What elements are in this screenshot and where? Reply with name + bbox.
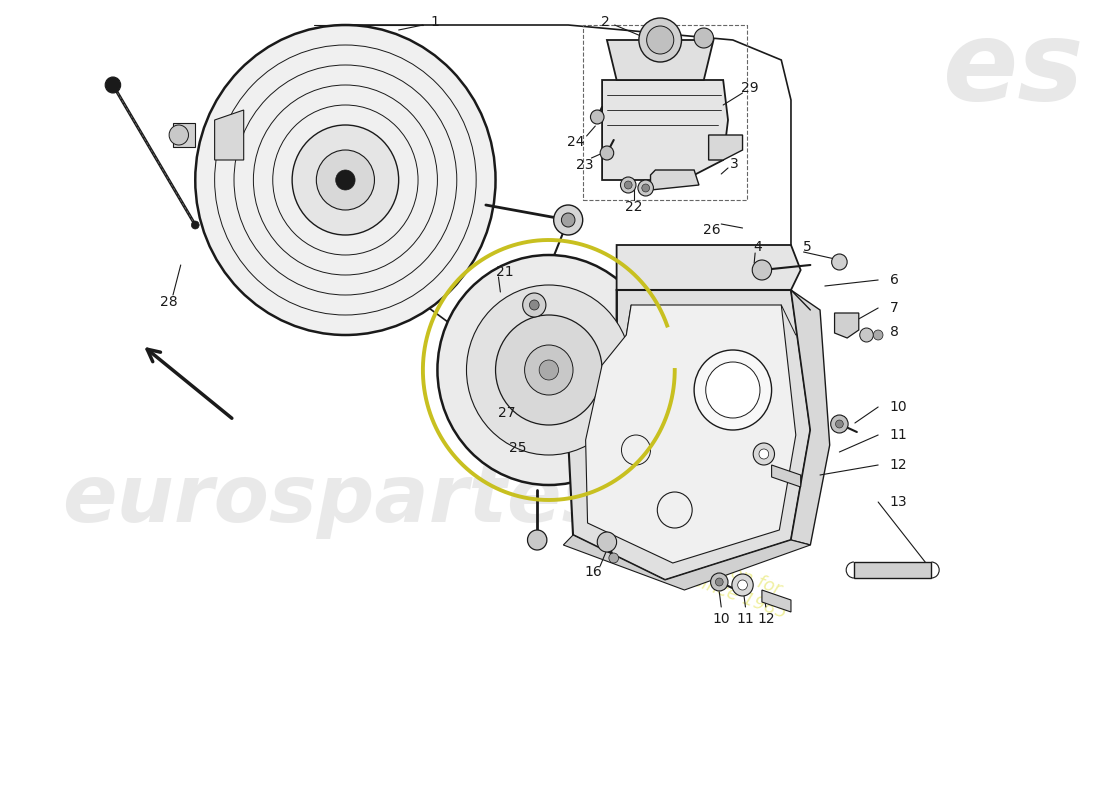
Polygon shape <box>854 562 932 578</box>
Circle shape <box>620 177 636 193</box>
Circle shape <box>191 221 199 229</box>
Text: 29: 29 <box>741 81 759 95</box>
Text: 11: 11 <box>737 612 755 626</box>
Circle shape <box>860 328 873 342</box>
Text: a passion for
cars since 1985: a passion for cars since 1985 <box>650 538 796 622</box>
Circle shape <box>836 420 844 428</box>
Circle shape <box>732 574 754 596</box>
Text: 16: 16 <box>584 565 602 579</box>
Circle shape <box>495 315 602 425</box>
Circle shape <box>106 77 121 93</box>
Polygon shape <box>617 245 801 290</box>
Circle shape <box>873 330 883 340</box>
Circle shape <box>711 573 728 591</box>
Circle shape <box>625 181 632 189</box>
Circle shape <box>591 110 604 124</box>
Polygon shape <box>650 170 699 190</box>
Circle shape <box>561 213 575 227</box>
Circle shape <box>597 532 617 552</box>
Polygon shape <box>569 290 811 580</box>
Text: 4: 4 <box>754 240 762 254</box>
Circle shape <box>466 285 631 455</box>
Circle shape <box>706 362 760 418</box>
Text: es: es <box>943 17 1085 123</box>
Circle shape <box>525 345 573 395</box>
Circle shape <box>658 492 692 528</box>
Text: 7: 7 <box>890 301 899 315</box>
Circle shape <box>438 255 660 485</box>
Circle shape <box>738 580 747 590</box>
Text: 28: 28 <box>161 295 178 309</box>
Circle shape <box>694 28 714 48</box>
Circle shape <box>528 530 547 550</box>
Text: 22: 22 <box>625 200 642 214</box>
Circle shape <box>539 360 559 380</box>
Polygon shape <box>563 535 811 590</box>
Text: 26: 26 <box>703 223 720 237</box>
Circle shape <box>601 146 614 160</box>
Circle shape <box>759 449 769 459</box>
Circle shape <box>641 184 650 192</box>
Text: 24: 24 <box>568 135 585 149</box>
Polygon shape <box>607 40 714 80</box>
Text: 13: 13 <box>890 495 908 509</box>
Text: 12: 12 <box>890 458 908 472</box>
Circle shape <box>529 300 539 310</box>
Text: 8: 8 <box>890 325 899 339</box>
Polygon shape <box>585 305 795 563</box>
Text: 12: 12 <box>757 612 774 626</box>
Text: 27: 27 <box>498 406 516 420</box>
Circle shape <box>694 350 771 430</box>
Text: 11: 11 <box>890 428 908 442</box>
Circle shape <box>647 26 674 54</box>
Text: 23: 23 <box>576 158 593 172</box>
Text: 2: 2 <box>601 15 609 29</box>
Circle shape <box>609 553 618 563</box>
Text: 10: 10 <box>890 400 908 414</box>
Circle shape <box>317 150 374 210</box>
Circle shape <box>621 435 650 465</box>
Circle shape <box>715 578 723 586</box>
Polygon shape <box>214 110 244 160</box>
Polygon shape <box>708 135 742 160</box>
Polygon shape <box>835 313 859 338</box>
Circle shape <box>293 125 398 235</box>
Text: 5: 5 <box>803 240 812 254</box>
Polygon shape <box>771 465 801 487</box>
Polygon shape <box>762 590 791 612</box>
Circle shape <box>639 18 682 62</box>
Text: 6: 6 <box>890 273 899 287</box>
Polygon shape <box>791 290 829 545</box>
Text: 21: 21 <box>496 265 514 279</box>
Circle shape <box>522 293 546 317</box>
Circle shape <box>754 443 774 465</box>
Text: 10: 10 <box>713 612 730 626</box>
Polygon shape <box>173 123 196 147</box>
Circle shape <box>830 415 848 433</box>
Circle shape <box>336 170 355 190</box>
Circle shape <box>638 180 653 196</box>
Circle shape <box>752 260 771 280</box>
Circle shape <box>832 254 847 270</box>
Text: eurospartes: eurospartes <box>62 461 609 539</box>
Polygon shape <box>602 80 728 180</box>
Circle shape <box>169 125 188 145</box>
Text: 25: 25 <box>509 441 527 455</box>
Circle shape <box>196 25 495 335</box>
Text: 1: 1 <box>430 15 439 29</box>
Circle shape <box>553 205 583 235</box>
Text: 3: 3 <box>730 157 739 171</box>
